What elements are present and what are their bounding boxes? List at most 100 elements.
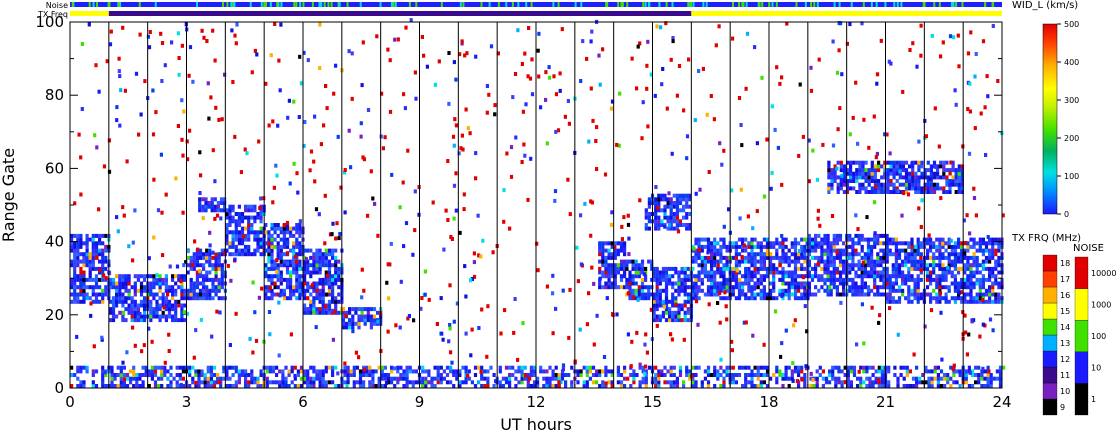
echo-point — [452, 384, 456, 388]
echo-point — [734, 277, 738, 282]
echo-point — [225, 373, 229, 377]
echo-point — [318, 248, 322, 253]
echo-point — [279, 22, 283, 27]
echo-point — [744, 292, 748, 297]
echo-point — [637, 266, 641, 271]
echo-point — [187, 73, 191, 78]
echo-point — [885, 274, 889, 279]
echo-point — [950, 252, 954, 257]
echo-point — [198, 208, 202, 213]
noise-bar-tick — [745, 2, 748, 7]
noise-bar-tick — [302, 2, 305, 7]
echo-point — [276, 248, 280, 253]
echo-point — [986, 365, 990, 370]
echo-point — [284, 365, 288, 370]
noise-bar-tick — [991, 2, 994, 7]
echo-point — [601, 259, 605, 264]
echo-point — [668, 281, 672, 286]
echo-point — [963, 296, 967, 301]
echo-point — [686, 318, 690, 323]
echo-point — [744, 237, 748, 242]
echo-point — [601, 244, 605, 249]
echo-point — [662, 304, 666, 309]
echo-point — [686, 292, 690, 297]
echo-point — [904, 171, 909, 176]
echo-point — [913, 288, 917, 293]
echo-point — [234, 219, 238, 224]
echo-point — [706, 244, 711, 249]
echo-point — [318, 259, 322, 264]
echo-point — [944, 285, 948, 290]
echo-point — [308, 168, 312, 173]
echo-point — [203, 380, 207, 385]
echo-point — [214, 277, 218, 282]
echo-point — [231, 80, 235, 84]
echo-point — [664, 292, 669, 297]
echo-point — [747, 266, 751, 271]
echo-point — [604, 270, 608, 275]
echo-point — [762, 244, 766, 249]
echo-point — [464, 369, 468, 374]
echo-point — [859, 376, 863, 381]
noise-bar-tick — [644, 2, 647, 7]
echo-point — [289, 332, 293, 337]
echo-point — [695, 291, 699, 296]
echo-point — [747, 274, 751, 279]
echo-point — [691, 285, 695, 290]
echo-point — [327, 270, 332, 275]
echo-point — [820, 285, 824, 290]
echo-point — [85, 277, 89, 282]
echo-point — [136, 314, 140, 319]
echo-point — [309, 248, 313, 253]
echo-point — [598, 285, 602, 290]
echo-point — [192, 285, 196, 290]
echo-point — [898, 164, 902, 169]
echo-point — [907, 266, 911, 271]
echo-point — [498, 384, 502, 388]
echo-point — [303, 288, 307, 293]
echo-point — [267, 237, 271, 242]
noise-bar-tick — [810, 2, 813, 7]
echo-point — [641, 380, 645, 385]
echo-point — [139, 303, 144, 308]
echo-point — [737, 237, 742, 242]
echo-point — [800, 263, 804, 268]
echo-point — [115, 303, 119, 308]
echo-point — [860, 285, 864, 290]
echo-point — [169, 384, 173, 388]
echo-point — [747, 255, 751, 260]
echo-point — [820, 244, 824, 249]
noise-bar-tick — [230, 2, 233, 7]
echo-point — [672, 384, 676, 388]
echo-point — [270, 296, 274, 301]
echo-point — [178, 365, 182, 370]
echo-point — [217, 259, 221, 264]
echo-point — [658, 288, 662, 293]
echo-point — [988, 285, 992, 290]
echo-point — [315, 248, 319, 253]
echo-point — [988, 259, 992, 264]
echo-point — [303, 296, 307, 301]
echo-point — [264, 274, 268, 279]
echo-point — [750, 285, 754, 290]
echo-point — [836, 186, 840, 191]
echo-point — [208, 277, 212, 282]
echo-point — [828, 369, 832, 374]
echo-point — [520, 380, 524, 385]
echo-point — [228, 230, 232, 235]
echo-point — [945, 175, 949, 180]
echo-point — [76, 384, 80, 388]
echo-point — [691, 274, 695, 279]
echo-point — [747, 244, 751, 249]
echo-point — [567, 373, 571, 377]
echo-point — [741, 285, 745, 290]
echo-point — [276, 255, 280, 260]
echo-point — [803, 304, 807, 309]
echo-point — [292, 161, 296, 166]
echo-point — [720, 162, 724, 167]
echo-point — [231, 365, 235, 370]
echo-point — [921, 380, 925, 385]
echo-point — [127, 288, 131, 293]
echo-point — [672, 204, 676, 209]
echo-point — [321, 384, 325, 388]
